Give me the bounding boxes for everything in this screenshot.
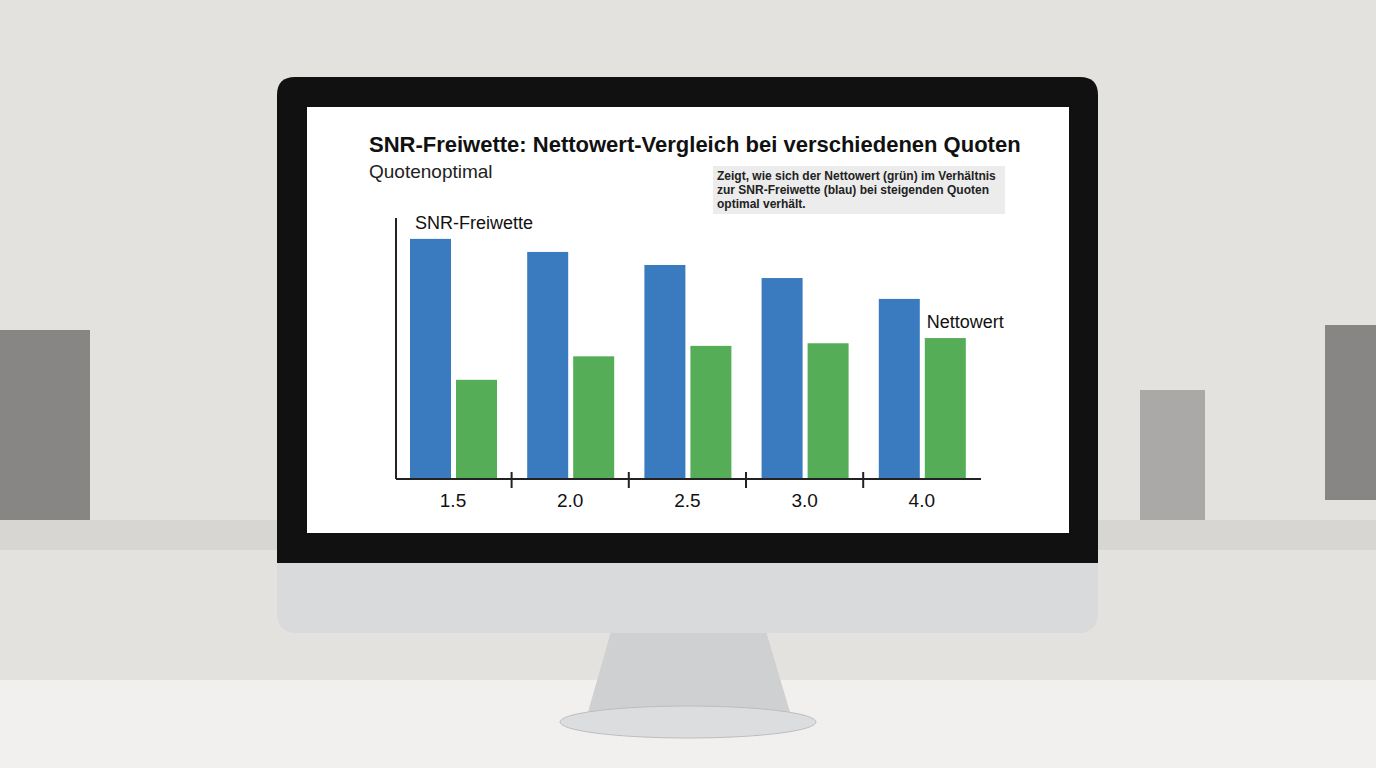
x-tick-label: 2.0: [557, 490, 583, 511]
bar: [644, 265, 685, 479]
x-tick-label: 2.5: [674, 490, 700, 511]
bar: [456, 380, 497, 479]
bar: [762, 278, 803, 479]
monitor-chin: [277, 77, 1098, 633]
x-tick-label: 1.5: [440, 490, 466, 511]
bar: [573, 356, 614, 479]
bar: [879, 299, 920, 479]
category-separator: [862, 472, 864, 488]
bg-binder: [1140, 390, 1205, 520]
monitor-base: [560, 706, 816, 738]
category-separator: [745, 472, 747, 488]
bg-monitor-right: [1325, 325, 1376, 500]
x-tick-label: 3.0: [791, 490, 817, 511]
y-axis: [395, 218, 397, 479]
category-separator: [511, 472, 513, 488]
series-label: Nettowert: [927, 312, 1004, 332]
bar: [925, 338, 966, 479]
bar: [808, 343, 849, 479]
bar: [690, 346, 731, 479]
category-separator: [628, 472, 630, 488]
x-tick-label: 4.0: [909, 490, 935, 511]
screen: [307, 107, 1069, 533]
title: SNR-Freiwette: Nettowert-Vergleich bei v…: [369, 132, 1021, 157]
monitor-bezel: [277, 77, 1098, 563]
annotation: Zeigt, wie sich der Nettowert (grün) im …: [713, 166, 1005, 214]
monitor-neck: [588, 628, 790, 712]
subtitle: Quotenoptimal: [369, 161, 493, 182]
wall: [0, 0, 1376, 680]
bar: [527, 252, 568, 479]
series-label: SNR-Freiwette: [415, 213, 533, 233]
bg-monitor-left: [0, 330, 90, 520]
stage: SNR-Freiwette: Nettowert-Vergleich bei v…: [0, 0, 1376, 768]
x-axis: [396, 478, 981, 480]
bars: [410, 239, 966, 479]
bar: [410, 239, 451, 479]
